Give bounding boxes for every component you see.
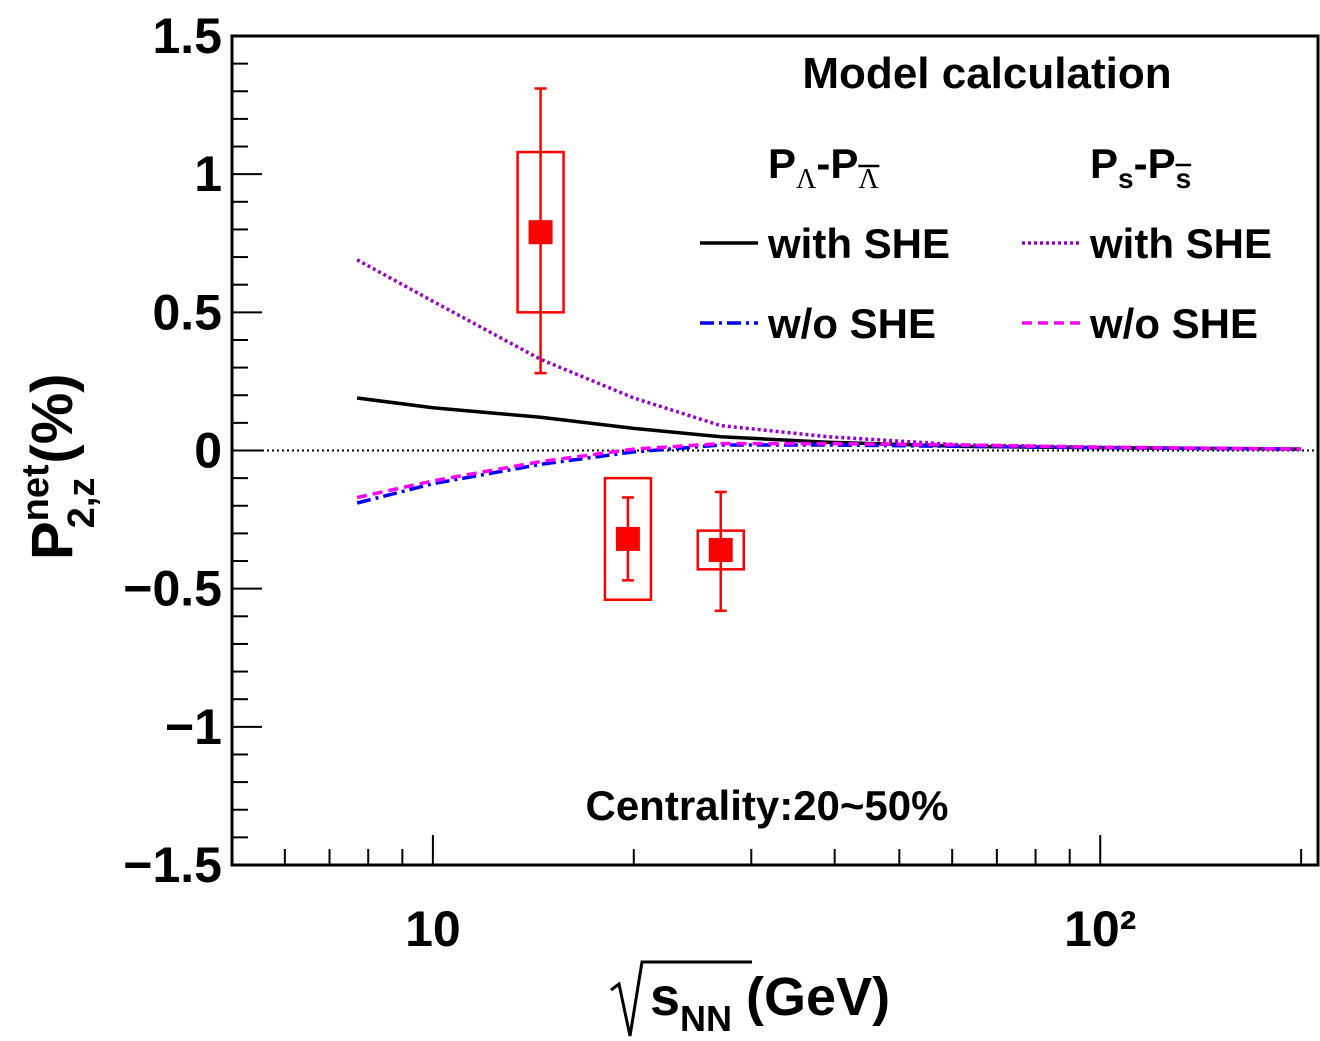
legend-header-part: Λ [858, 164, 879, 195]
y-tick-label: 0 [194, 423, 222, 479]
series-line [356, 443, 1302, 505]
series-line [356, 258, 1302, 451]
y-tick-label: −0.5 [123, 561, 222, 617]
y-tick-label: 1.5 [152, 8, 222, 64]
sqrt-sign [610, 960, 752, 1037]
y-axis-title: Pnet 2,z (%) [15, 373, 103, 560]
x-tick-label: 10² [1064, 901, 1136, 957]
legend-header-part: Λ [796, 164, 817, 195]
legend-header-part: P [1090, 140, 1118, 187]
y-title-unit: (%) [20, 373, 85, 463]
x-title-sub: NN [680, 998, 732, 1039]
y-tick-label: 1 [194, 146, 222, 202]
x-title-unit: (GeV) [746, 967, 890, 1027]
legend-header: PΛ-PΛ [768, 140, 879, 195]
legend-label: w/o SHE [767, 300, 936, 347]
x-tick-label: 10 [405, 901, 461, 957]
legend-header-part: P [768, 140, 796, 187]
legend-header-part: s [1176, 163, 1192, 194]
legend-header-part: -P [816, 140, 858, 187]
series-line [356, 441, 1302, 500]
legend-header-part: -P [1134, 140, 1176, 187]
x-axis-title: sNN (GeV) [650, 967, 890, 1039]
annotation: Centrality:20~50% [585, 782, 948, 829]
legend-title: Model calculation [802, 49, 1171, 98]
y-tick-label: −1 [165, 699, 222, 755]
y-title-sub: 2,z [61, 478, 103, 529]
x-title-base: s [650, 967, 680, 1027]
legend-header: Ps-Ps [1090, 140, 1191, 194]
y-tick-label: 0.5 [152, 284, 222, 340]
y-title-sup: net [15, 464, 57, 521]
y-title-base: P [20, 521, 85, 560]
data-marker [708, 537, 733, 562]
legend-header-part: s [1118, 163, 1134, 194]
legend-label: w/o SHE [1089, 300, 1258, 347]
y-tick-label: −1.5 [123, 837, 222, 893]
legend-label: with SHE [767, 220, 950, 267]
sys-box [603, 476, 653, 601]
series-line [356, 396, 1302, 451]
data-marker [615, 526, 640, 551]
legend-label: with SHE [1089, 220, 1272, 267]
data-marker [528, 220, 553, 245]
